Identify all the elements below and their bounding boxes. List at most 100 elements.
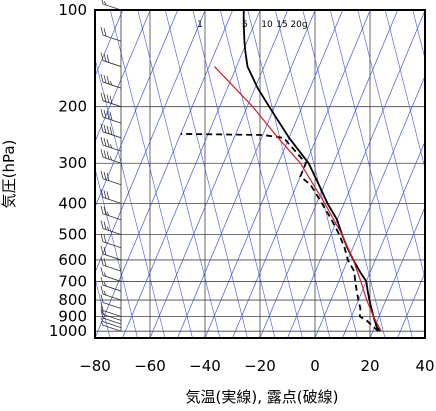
dry-adiabat [95, 57, 166, 338]
wind-barb-flag [100, 52, 104, 61]
wind-barb-flag [103, 246, 107, 256]
mixing-ratio-label: 20g [290, 20, 307, 30]
dewpoint-line [180, 133, 379, 332]
wind-barb-flag [109, 126, 113, 135]
wind-barb-flag [100, 257, 104, 266]
skewed-isotherm [369, 206, 425, 338]
mixing-ratio-labels: 1 5 10 15 20g [197, 20, 307, 30]
wind-barb-flag [100, 302, 104, 311]
wind-barb-flag [109, 80, 113, 86]
wind-barb [100, 306, 122, 321]
wind-barb-staff [102, 313, 122, 321]
wind-barb-flag [109, 112, 113, 121]
wind-barb [100, 109, 122, 124]
dry-adiabat [164, 10, 248, 338]
dry-adiabat [109, 10, 193, 338]
wind-barb-flag [103, 221, 107, 230]
wind-barb-flag [100, 285, 104, 295]
wind-barb-flag [100, 170, 104, 179]
y-tick-label: 200 [58, 98, 87, 116]
wind-barb-flag [100, 306, 104, 315]
skewed-isotherm [424, 337, 425, 338]
skewed-isotherm [287, 10, 425, 338]
x-tick-label: −60 [134, 357, 166, 375]
wind-barb-flag [100, 245, 104, 255]
wind-barb [100, 321, 122, 332]
x-tick-label: 20 [360, 357, 379, 375]
wind-barb-flag [100, 92, 104, 101]
wind-barb-flag [103, 190, 107, 199]
wind-barb-flag [100, 321, 104, 326]
dry-adiabat [137, 10, 221, 338]
wind-barb-flag [103, 0, 107, 6]
wind-barb-flag [103, 93, 107, 102]
skewed-isotherm [259, 10, 399, 338]
wind-barb-flag [101, 0, 104, 5]
mixing-ratio-label: 10 [261, 20, 273, 30]
wind-barb-flag [106, 151, 110, 160]
wind-barb-flag [103, 28, 107, 37]
wind-barb-flag [100, 309, 104, 319]
parcel-line [214, 66, 382, 332]
dry-adiabat [192, 10, 276, 338]
wind-barb-flag [106, 94, 110, 103]
y-axis-title: 気圧(hPa) [0, 140, 18, 209]
skewed-isotherm [397, 271, 425, 338]
y-tick-label: 900 [58, 307, 87, 325]
wind-barb-flag [109, 143, 113, 149]
wind-barb-flag [109, 95, 113, 104]
wind-barb-staff [102, 302, 122, 309]
temperature-line [242, 10, 382, 332]
plot-frame [94, 9, 426, 339]
skewed-isotherm [149, 10, 289, 338]
wind-barb-flag [100, 149, 104, 158]
wind-barb-flag [106, 111, 110, 120]
wind-barb-flag [103, 281, 107, 287]
wind-barbs [100, 0, 122, 332]
wind-barb-flag [100, 109, 104, 118]
wind-barb-flag [100, 205, 104, 214]
dry-adiabat [274, 10, 358, 338]
wind-barb-staff [102, 317, 122, 325]
wind-barb [100, 317, 122, 329]
x-tick-label: 40 [415, 357, 434, 375]
y-tick-label: 1000 [49, 322, 87, 340]
wind-barb-flag [106, 75, 110, 85]
wind-barb-flag [103, 138, 107, 147]
wind-barb-flag [103, 234, 107, 243]
wind-barb-flag [100, 137, 104, 146]
skewed-isotherm [314, 75, 425, 338]
wind-barb [100, 294, 122, 309]
wind-barb-flag [106, 191, 110, 200]
x-tick-label: −40 [189, 357, 221, 375]
wind-barb-flag [100, 233, 104, 242]
sounding-series [180, 10, 382, 332]
wind-barb [100, 92, 122, 108]
dry-adiabat [329, 10, 413, 338]
wind-barb-flag [100, 317, 104, 322]
wind-barb-flag [103, 74, 107, 84]
wind-barb [100, 123, 122, 139]
x-tick-label: −80 [79, 357, 111, 375]
wind-barb-flag [106, 172, 110, 181]
wind-barb [100, 27, 122, 42]
skewed-isotherm [95, 10, 124, 77]
wind-barb-flag [100, 27, 104, 36]
skewed-isotherm [95, 10, 151, 143]
wind-barb-flag [100, 73, 104, 83]
skewed-isotherm [122, 10, 261, 338]
wind-barb-flag [103, 290, 107, 296]
skewed-isotherm [95, 10, 179, 208]
wind-barb [100, 52, 122, 67]
wind-barb [100, 233, 122, 249]
x-tick-label: −20 [244, 357, 276, 375]
dry-adiabat [384, 10, 425, 170]
wind-barb [100, 257, 122, 272]
wind-barb-staff [102, 310, 122, 317]
x-tick-labels: −80 −60 −40 −20 0 20 40 [79, 357, 434, 375]
skewed-isotherm [95, 10, 206, 274]
wind-barb-flag [103, 124, 107, 133]
wind-barb-flag [106, 139, 110, 148]
